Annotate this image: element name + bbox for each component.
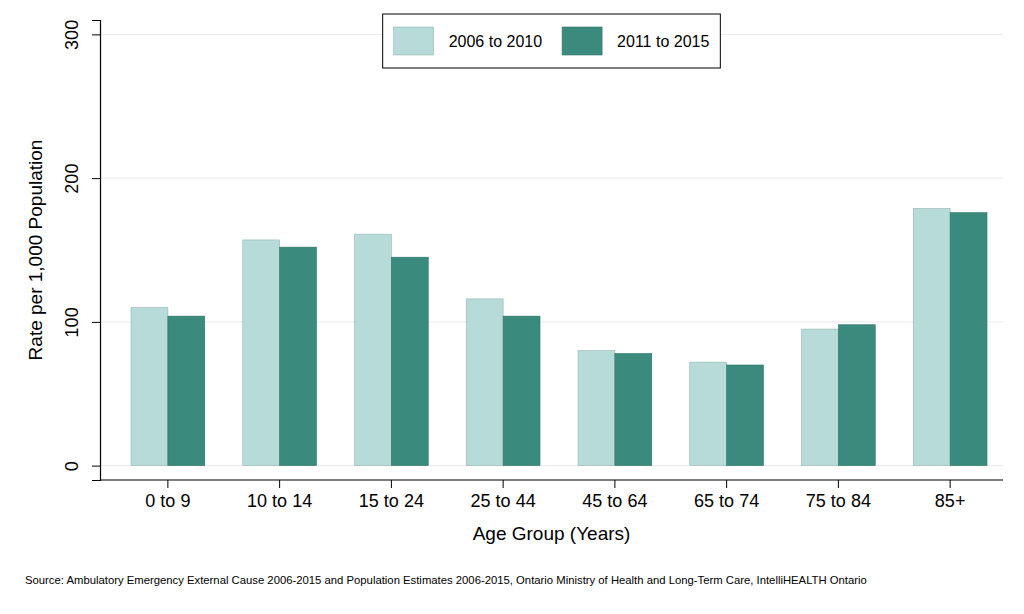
bar <box>466 299 503 466</box>
bar <box>168 316 205 466</box>
tick-label: 25 to 44 <box>471 491 536 511</box>
tick-label: 45 to 64 <box>582 491 647 511</box>
tick: 75 to 84 <box>806 480 871 511</box>
bar <box>578 351 615 466</box>
legend-label: 2011 to 2015 <box>617 33 709 50</box>
tick-mark <box>167 480 168 488</box>
tick-mark <box>726 480 727 488</box>
bar <box>243 240 280 466</box>
bar <box>950 213 987 466</box>
tick: 300 <box>62 20 100 50</box>
tick-mark <box>92 322 100 323</box>
bar <box>354 234 391 465</box>
tick-label: 15 to 24 <box>359 491 424 511</box>
tick: 0 <box>62 461 100 471</box>
tick-label: 85+ <box>935 491 966 511</box>
grid <box>100 34 1003 465</box>
tick-mark <box>614 480 615 488</box>
tick-mark <box>92 34 100 35</box>
tick: 10 to 14 <box>247 480 312 511</box>
tick: 100 <box>62 307 100 337</box>
legend: 2006 to 2010 2011 to 2015 <box>383 14 721 68</box>
tick-label: 0 to 9 <box>145 491 190 511</box>
y-axis: 0 100 200 300 <box>62 20 101 481</box>
tick: 85+ <box>935 480 966 511</box>
tick-mark <box>950 480 951 488</box>
tick-label: 10 to 14 <box>247 491 312 511</box>
tick: 25 to 44 <box>471 480 536 511</box>
tick: 45 to 64 <box>582 480 647 511</box>
tick-mark <box>838 480 839 488</box>
tick-label: 65 to 74 <box>694 491 759 511</box>
bar <box>615 354 652 466</box>
tick: 0 to 9 <box>145 480 190 511</box>
tick-mark <box>92 466 100 467</box>
tick: 15 to 24 <box>359 480 424 511</box>
tick-label: 100 <box>62 307 82 337</box>
tick: 65 to 74 <box>694 480 759 511</box>
bar <box>503 316 540 466</box>
bar <box>913 208 950 465</box>
chart: 0 100 200 300 0 to 9 10 to 14 15 to 24 25 to 44… <box>0 0 1024 614</box>
bar <box>690 362 727 466</box>
tick-label: 300 <box>62 20 82 50</box>
tick-mark <box>92 178 100 179</box>
tick-mark <box>279 480 280 488</box>
legend-label: 2006 to 2010 <box>449 33 543 50</box>
legend-swatch <box>394 27 434 55</box>
tick-label: 200 <box>62 164 82 194</box>
tick-label: 0 <box>62 461 82 471</box>
bars <box>131 208 987 465</box>
grid-line <box>100 321 1003 322</box>
bar <box>391 257 428 465</box>
tick-label: 75 to 84 <box>806 491 871 511</box>
bar <box>280 247 317 466</box>
tick-mark <box>503 480 504 488</box>
axis-line <box>92 21 101 481</box>
bar <box>838 325 875 466</box>
y-axis-title: Rate per 1,000 Population <box>25 140 46 361</box>
legend-box <box>383 14 721 68</box>
tick: 200 <box>62 164 100 194</box>
x-axis-title: Age Group (Years) <box>473 523 631 544</box>
source-note: Source: Ambulatory Emergency External Ca… <box>25 574 867 586</box>
legend-swatch <box>562 27 602 55</box>
bar <box>131 308 168 466</box>
tick-mark <box>391 480 392 488</box>
background <box>0 0 1024 614</box>
grid-line <box>100 178 1003 179</box>
axis-line <box>100 479 1003 480</box>
bar <box>801 329 838 466</box>
x-axis: 0 to 9 10 to 14 15 to 24 25 to 44 45 to 64 65… <box>100 480 1003 511</box>
bar <box>727 365 764 466</box>
